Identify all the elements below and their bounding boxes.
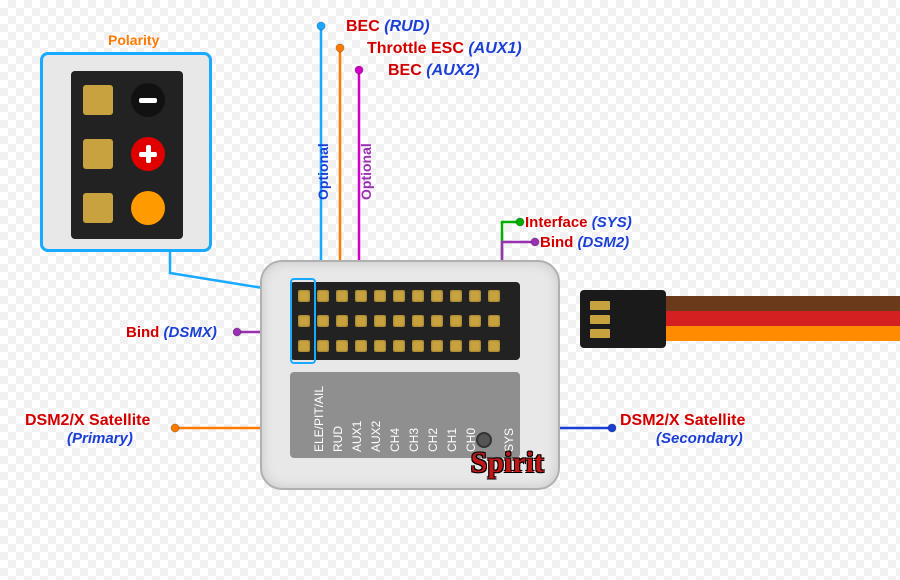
pin	[336, 340, 348, 352]
optional-label: Optional	[315, 143, 331, 200]
pin	[336, 290, 348, 302]
pin	[355, 315, 367, 327]
pin-label: AUX1	[350, 421, 364, 452]
sat-secondary-label: DSM2/X Satellite (Secondary)	[620, 412, 745, 448]
pin	[488, 290, 500, 302]
pin	[355, 340, 367, 352]
pin	[355, 290, 367, 302]
top-label: BEC (RUD)	[346, 18, 430, 36]
polarity-title: Polarity	[108, 32, 159, 48]
pin	[393, 290, 405, 302]
right-label: Bind (DSM2)	[540, 234, 629, 251]
device-body: ELE/PIT/AILRUDAUX1AUX2CH4CH3CH2CH1CH0SYS…	[260, 260, 560, 490]
pin	[374, 315, 386, 327]
servo-connector	[580, 290, 666, 348]
pin	[450, 315, 462, 327]
pin-label: CH2	[426, 428, 440, 452]
pin	[431, 340, 443, 352]
left-label: Bind (DSMX)	[126, 324, 217, 341]
top-label: BEC (AUX2)	[388, 62, 480, 80]
pin	[431, 290, 443, 302]
brand-logo: Spirit	[471, 446, 544, 480]
optional-label: Optional	[358, 143, 374, 200]
polarity-minus-icon	[131, 83, 165, 117]
pin	[317, 290, 329, 302]
pin	[488, 315, 500, 327]
pin	[412, 340, 424, 352]
pin	[469, 290, 481, 302]
pin	[431, 315, 443, 327]
pin	[450, 340, 462, 352]
pin	[317, 340, 329, 352]
pin-label: ELE/PIT/AIL	[312, 386, 326, 452]
pin	[336, 315, 348, 327]
servo-cable	[666, 296, 900, 342]
top-label: Throttle ESC (AUX1)	[367, 40, 522, 58]
pin	[488, 340, 500, 352]
pin	[374, 290, 386, 302]
sat-primary-label: DSM2/X Satellite (Primary)	[25, 412, 150, 448]
pin	[393, 315, 405, 327]
right-label: Interface (SYS)	[525, 214, 632, 231]
pin	[469, 315, 481, 327]
pin	[374, 340, 386, 352]
pin	[317, 315, 329, 327]
pin-label: CH1	[445, 428, 459, 452]
pin	[393, 340, 405, 352]
pin-label: CH4	[388, 428, 402, 452]
pin	[412, 315, 424, 327]
polarity-signal-icon	[131, 191, 165, 225]
pin-label: RUD	[331, 426, 345, 452]
polarity-plus-icon	[131, 137, 165, 171]
pin-label: CH3	[407, 428, 421, 452]
polarity-box: Polarity	[40, 34, 212, 234]
pin-col0-highlight	[290, 278, 316, 364]
pin	[450, 290, 462, 302]
pin	[469, 340, 481, 352]
pin-label: AUX2	[369, 421, 383, 452]
pin-header	[290, 282, 520, 360]
pin	[412, 290, 424, 302]
